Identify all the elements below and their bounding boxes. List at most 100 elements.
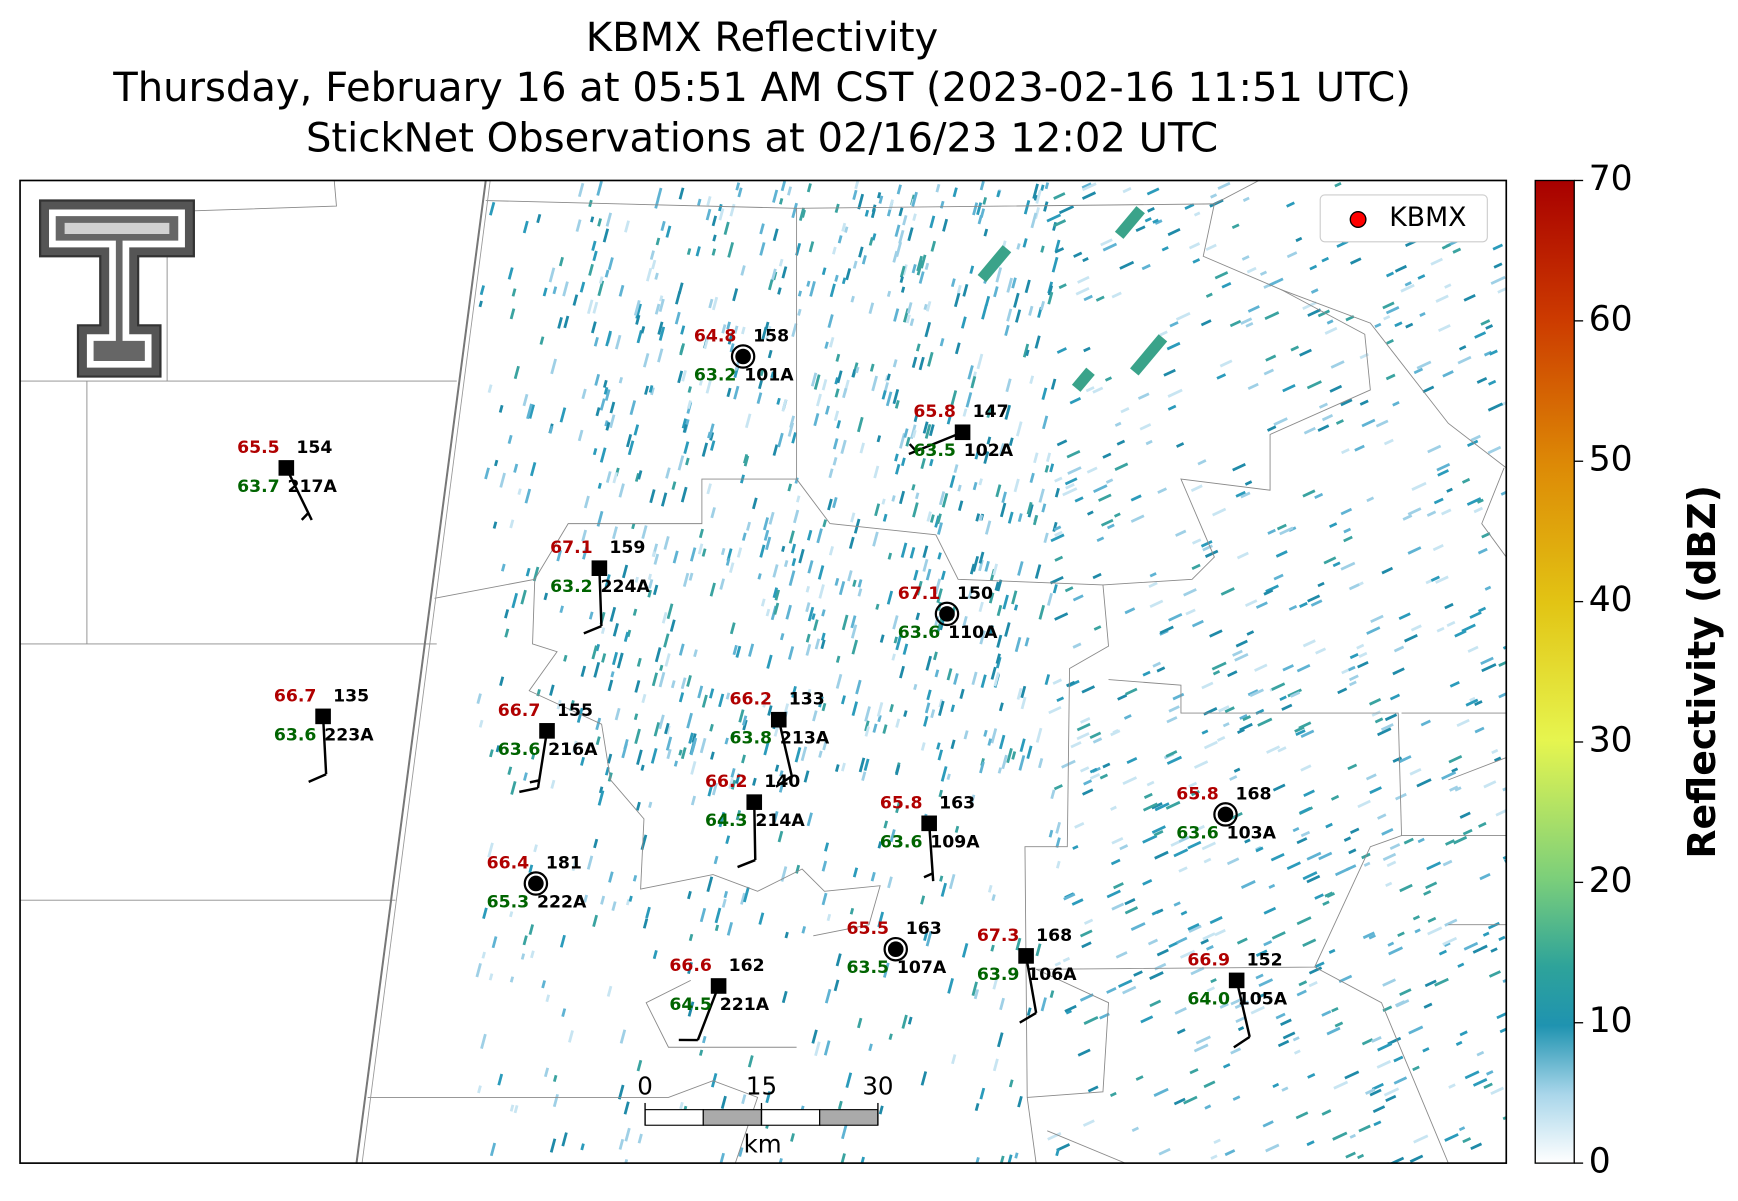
radar-echo <box>950 278 956 288</box>
radar-echo <box>1224 1149 1236 1157</box>
radar-echo <box>1114 421 1122 427</box>
radar-echo <box>758 912 765 925</box>
radar-echo <box>682 572 690 588</box>
radar-echo <box>1019 738 1026 753</box>
radar-echo <box>967 365 974 380</box>
radar-echo <box>1302 938 1317 948</box>
radar-echo <box>593 838 599 849</box>
radar-echo <box>583 894 589 903</box>
radar-echo <box>1071 367 1095 392</box>
radar-echo <box>1089 767 1098 774</box>
radar-echo <box>1375 419 1389 428</box>
radar-echo <box>548 267 556 283</box>
radar-echo <box>517 488 522 495</box>
radar-echo <box>612 622 619 637</box>
radar-echo <box>1340 561 1356 571</box>
radar-echo <box>1229 775 1238 781</box>
radar-echo <box>1102 452 1112 459</box>
radar-echo <box>820 632 826 641</box>
radar-echo <box>513 463 519 473</box>
radar-echo <box>1427 916 1437 923</box>
radar-echo <box>938 789 943 798</box>
radar-echo <box>545 994 551 1003</box>
radar-echo <box>595 717 602 731</box>
radar-echo <box>688 732 694 744</box>
radar-echo <box>997 1032 1004 1048</box>
radar-echo <box>978 601 984 613</box>
scale-tick-label: 0 <box>637 1071 653 1100</box>
radar-echo <box>1050 789 1056 800</box>
radar-echo <box>492 521 498 529</box>
radar-echo <box>1118 979 1133 988</box>
radar-echo <box>1407 507 1422 516</box>
radar-echo <box>650 387 655 396</box>
radar-echo <box>1044 674 1051 686</box>
radar-echo <box>822 739 828 751</box>
radar-echo <box>1380 723 1394 732</box>
radar-echo <box>1219 1002 1229 1009</box>
radar-echo <box>1365 773 1377 781</box>
radar-echo <box>1144 217 1152 223</box>
radar-echo <box>901 1014 908 1029</box>
radar-echo <box>826 913 832 922</box>
station-marker <box>887 941 904 958</box>
temperature: 65.8 <box>880 793 923 813</box>
radar-echo <box>1055 837 1061 848</box>
radar-echo <box>1337 687 1348 695</box>
radar-echo <box>1106 889 1121 899</box>
radar-echo <box>1081 941 1092 949</box>
radar-echo <box>920 457 926 470</box>
radar-echo <box>765 325 772 341</box>
radar-echo <box>595 407 601 417</box>
radar-echo <box>608 871 614 883</box>
radar-echo <box>1442 370 1454 378</box>
radar-echo <box>1064 477 1078 486</box>
radar-echo <box>1463 293 1476 302</box>
radar-echo <box>612 471 619 484</box>
radar-echo <box>1074 496 1084 503</box>
pressure: 133 <box>789 690 825 710</box>
radar-echo <box>812 710 818 722</box>
radar-echo <box>894 399 900 409</box>
radar-echo <box>1461 477 1471 484</box>
map-frame <box>19 179 1508 1164</box>
radar-echo <box>1441 508 1452 516</box>
radar-echo <box>1491 748 1499 755</box>
radar-echo <box>910 424 917 440</box>
radar-echo <box>594 373 601 386</box>
colorbar-tick-label: 20 <box>1589 861 1633 901</box>
radar-echo <box>603 379 608 388</box>
radar-echo <box>690 737 698 752</box>
radar-echo <box>906 302 913 314</box>
radar-echo <box>1058 283 1067 290</box>
radar-echo <box>559 934 566 948</box>
radar-echo <box>687 1001 695 1017</box>
dewpoint: 63.6 <box>274 725 317 745</box>
radar-echo <box>1079 993 1094 1002</box>
radar-echo <box>811 1029 818 1044</box>
radar-echo <box>863 758 870 771</box>
radar-echo <box>1235 639 1248 648</box>
radar-echo <box>925 655 932 671</box>
radar-echo <box>701 442 709 457</box>
radar-echo <box>791 557 797 567</box>
radar-echo <box>1317 424 1330 432</box>
scale-unit: km <box>744 1129 782 1158</box>
radar-echo <box>798 548 805 564</box>
radar-echo <box>824 405 830 415</box>
radar-echo <box>1135 225 1146 233</box>
radar-echo <box>663 536 670 550</box>
radar-echo <box>923 715 929 727</box>
radar-echo <box>1315 961 1325 968</box>
radar-echo <box>805 633 811 643</box>
radar-echo <box>1250 1005 1265 1015</box>
radar-echo <box>1169 321 1179 328</box>
radar-echo <box>1163 368 1176 377</box>
radar-echo <box>1343 836 1352 842</box>
radar-echo <box>1005 378 1012 393</box>
radar-echo <box>1190 966 1205 976</box>
radar-echo <box>592 301 599 314</box>
radar-echo <box>1041 503 1047 513</box>
legend-marker <box>1349 211 1367 228</box>
dewpoint: 63.2 <box>694 365 737 385</box>
